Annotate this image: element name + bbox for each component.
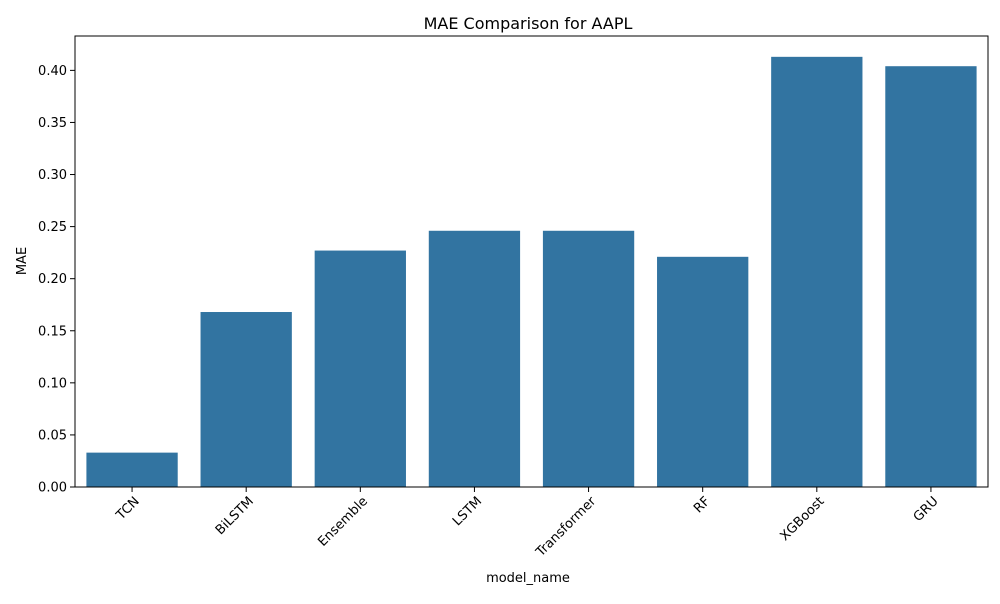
x-tick-label: RF bbox=[691, 494, 713, 516]
x-tick-label: XGBoost bbox=[777, 494, 827, 544]
y-tick-label: 0.40 bbox=[38, 64, 67, 79]
x-tick-label: LSTM bbox=[450, 494, 485, 529]
bar-transformer bbox=[542, 230, 635, 487]
bar-lstm bbox=[428, 230, 521, 487]
y-axis: 0.00 0.05 0.10 0.15 0.20 0.25 0.30 0.35 0.40 bbox=[38, 64, 75, 496]
y-tick-label: 0.35 bbox=[38, 116, 67, 131]
bar-bilstm bbox=[200, 312, 292, 487]
x-tick-label: TCN bbox=[113, 494, 143, 524]
y-tick-label: 0.00 bbox=[38, 481, 67, 496]
x-axis: TCN BiLSTM Ensemble LSTM Transformer RF XGBoos… bbox=[113, 487, 942, 561]
y-tick-label: 0.10 bbox=[38, 376, 67, 391]
y-tick-label: 0.20 bbox=[38, 272, 67, 287]
y-tick-label: 0.30 bbox=[38, 168, 67, 183]
y-axis-label: MAE bbox=[15, 247, 30, 275]
x-tick-label: Transformer bbox=[533, 494, 600, 561]
bar-tcn bbox=[86, 452, 178, 487]
bar-rf bbox=[657, 256, 749, 487]
y-tick-label: 0.05 bbox=[38, 428, 67, 443]
bar-gru bbox=[885, 66, 977, 488]
chart-title: MAE Comparison for AAPL bbox=[424, 14, 633, 33]
plot-frame bbox=[74, 35, 989, 488]
plot-area bbox=[74, 35, 989, 488]
y-tick-label: 0.15 bbox=[38, 324, 67, 339]
x-tick-label: BiLSTM bbox=[213, 494, 257, 538]
y-tick-label: 0.25 bbox=[38, 220, 67, 235]
x-tick-label: GRU bbox=[911, 494, 942, 525]
bar-ensemble bbox=[314, 250, 406, 487]
x-tick-label: Ensemble bbox=[315, 494, 371, 550]
x-axis-label: model_name bbox=[486, 571, 570, 586]
bar-xgboost bbox=[771, 56, 863, 487]
